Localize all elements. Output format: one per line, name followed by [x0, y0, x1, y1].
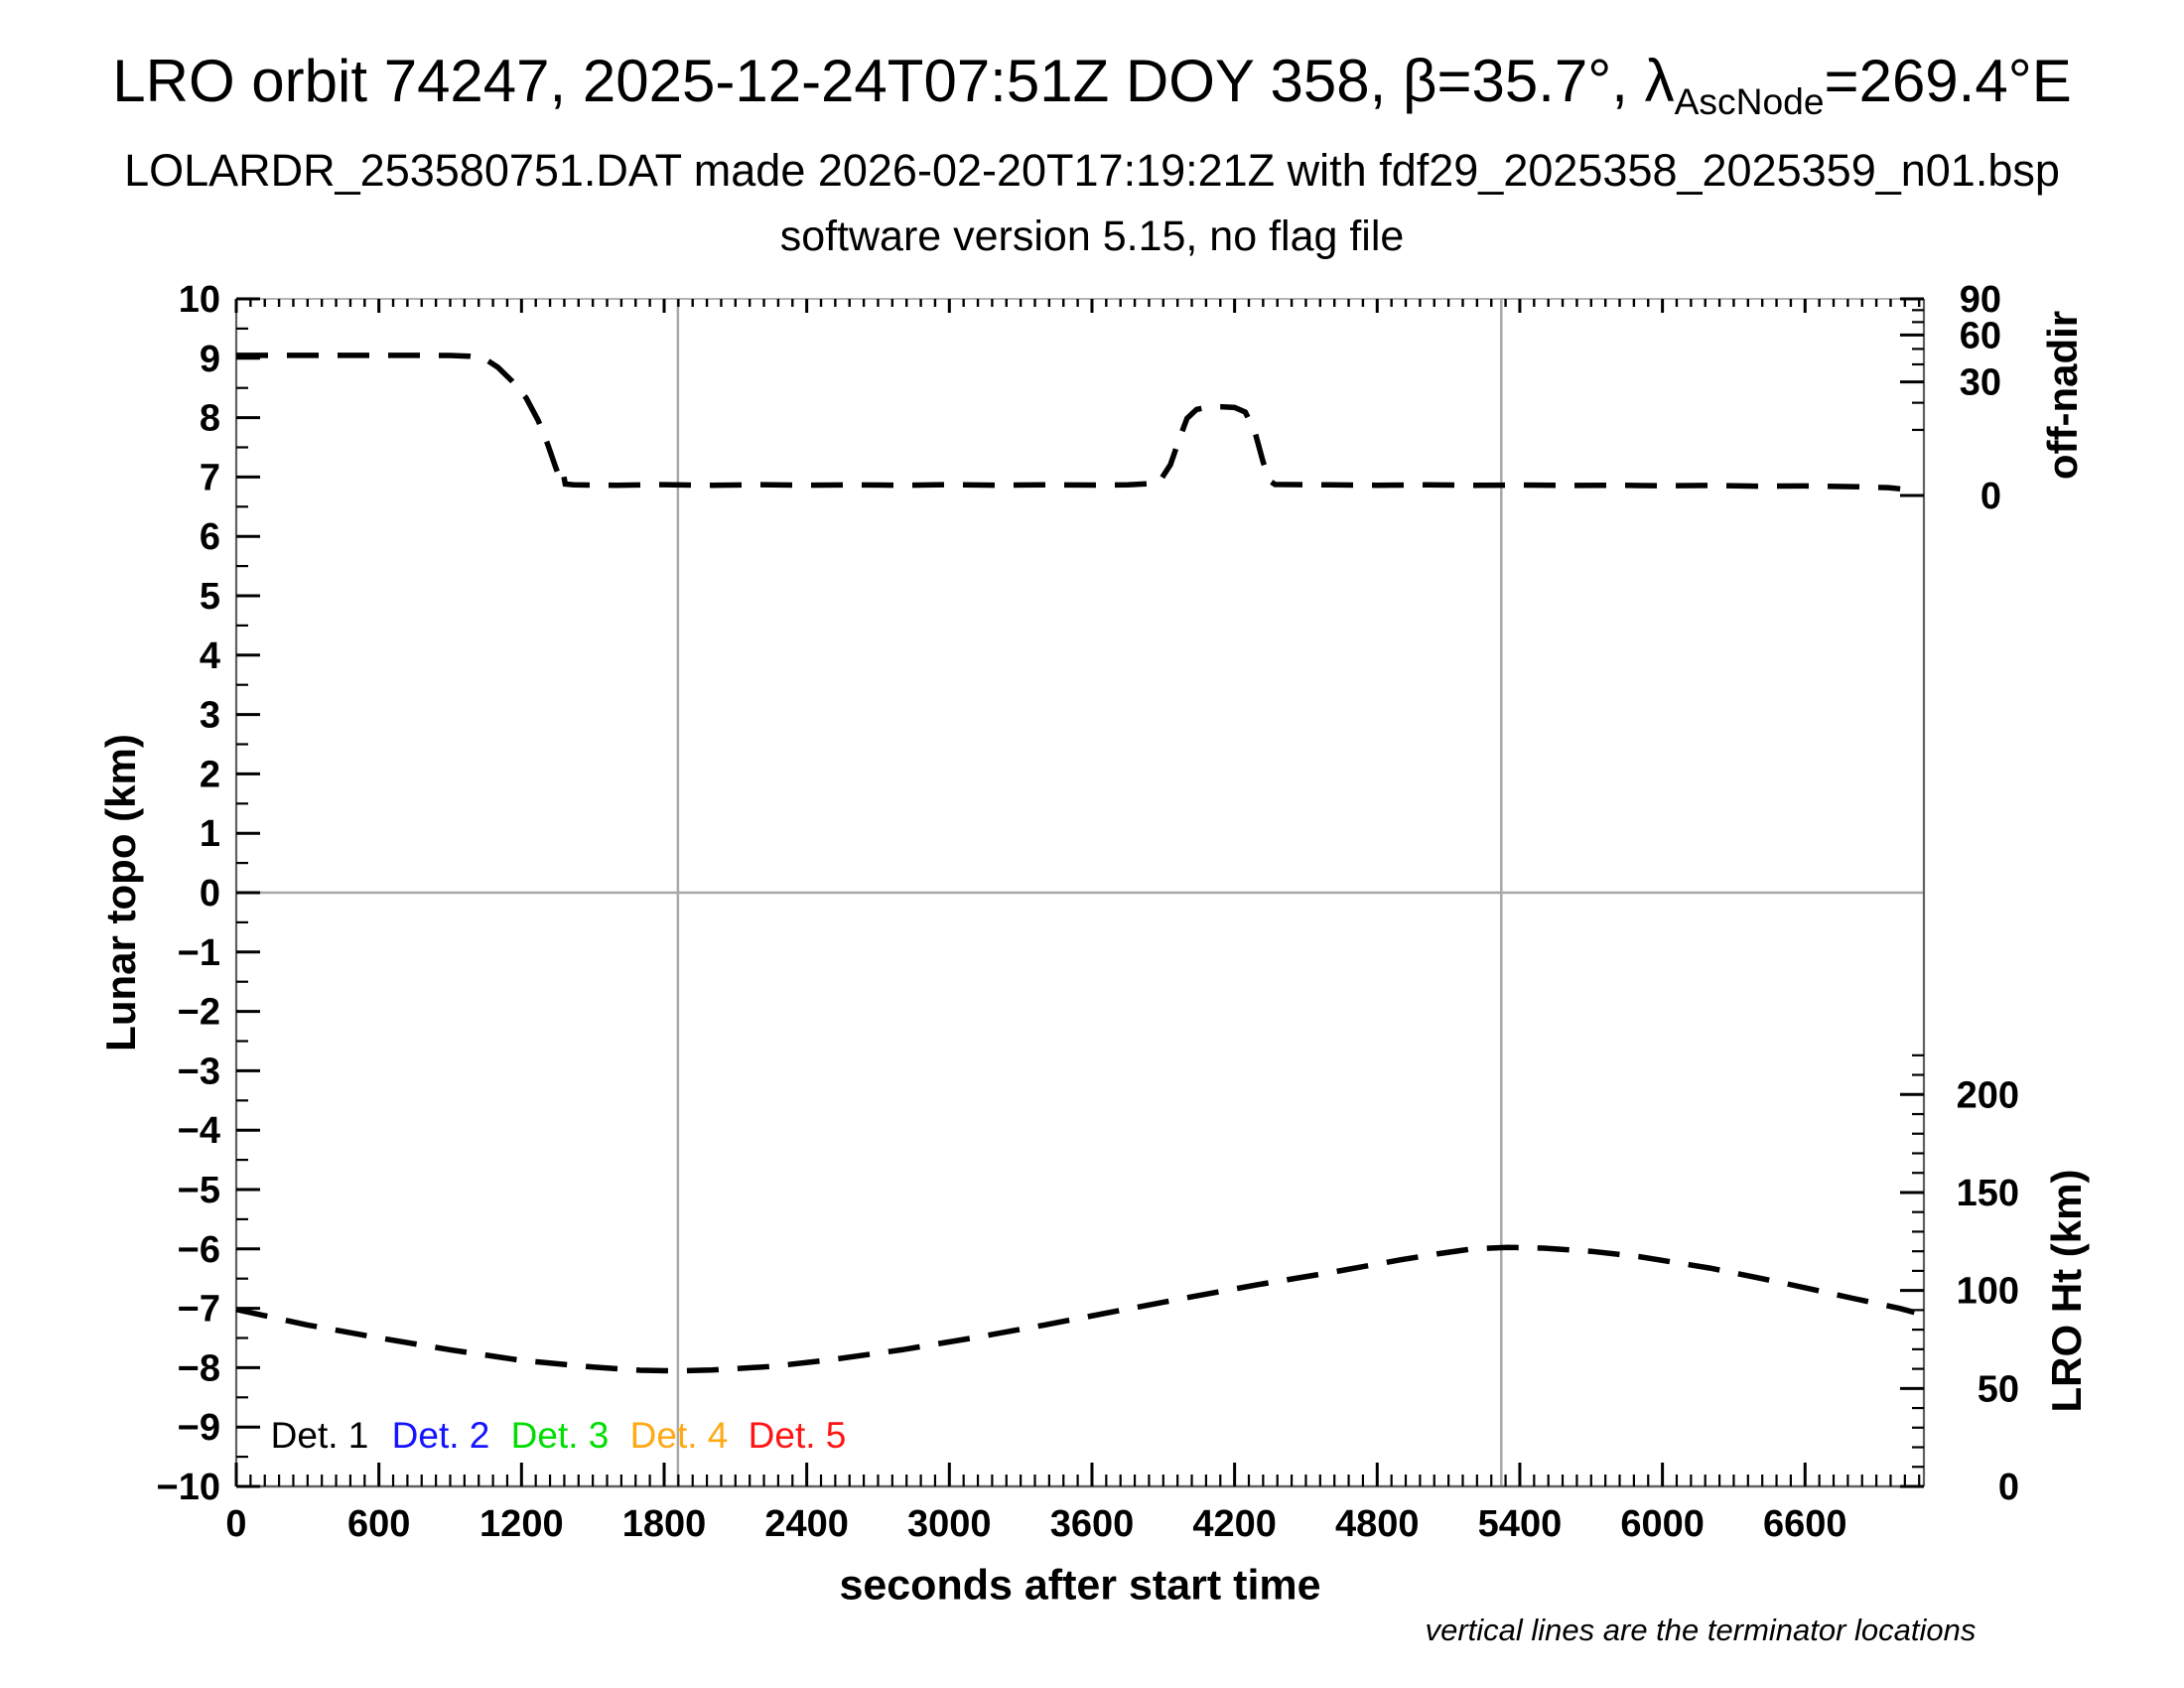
topo-tick-label: 10	[179, 279, 220, 321]
legend-item-det-2: Det. 2	[391, 1415, 490, 1456]
topo-tick-label: −2	[178, 992, 220, 1034]
x-tick-label: 3000	[907, 1503, 992, 1545]
topo-tick-label: −1	[178, 932, 220, 974]
topo-tick-label: 9	[200, 339, 220, 380]
topo-tick-label: 8	[200, 398, 220, 440]
x-tick-label: 6000	[1620, 1503, 1705, 1545]
topo-tick-label: 4	[200, 635, 220, 677]
offnadir-tick-label: 30	[1960, 362, 2001, 404]
lroht-tick-label: 100	[1957, 1271, 2019, 1313]
offnadir-tick-label: 0	[1980, 476, 2001, 517]
lroht-tick-label: 150	[1957, 1173, 2019, 1214]
left-axis-title: Lunar topo (km)	[97, 734, 144, 1052]
x-tick-label: 0	[225, 1503, 246, 1545]
plot-subtitle-version: software version 5.15, no flag file	[779, 212, 1405, 260]
topo-tick-label: −6	[178, 1229, 220, 1271]
plot-title-lambda-subscript: AscNode	[1674, 80, 1825, 122]
x-tick-label: 4200	[1192, 1503, 1277, 1545]
topo-tick-label: −4	[178, 1110, 220, 1152]
topo-tick-label: −3	[178, 1051, 220, 1092]
plot-subtitle-file: LOLARDR_253580751.DAT made 2026-02-20T17…	[124, 145, 2060, 196]
x-tick-label: 3600	[1050, 1503, 1135, 1545]
x-tick-label: 1200	[479, 1503, 564, 1545]
topo-tick-label: 7	[200, 457, 220, 498]
legend-item-det-1: Det. 1	[270, 1415, 369, 1456]
lroht-tick-label: 50	[1978, 1368, 2019, 1410]
x-tick-label: 6600	[1763, 1503, 1847, 1545]
terminator-note: vertical lines are the terminator locati…	[1425, 1613, 1977, 1647]
right-top-axis-title: off-nadir	[2039, 310, 2086, 481]
topo-tick-label: −5	[178, 1170, 220, 1211]
topo-tick-label: −7	[178, 1289, 220, 1331]
topo-tick-label: 6	[200, 516, 220, 558]
topo-tick-label: 5	[200, 576, 220, 618]
off-nadir-angle-curve	[236, 352, 1901, 492]
topo-tick-label: −10	[157, 1467, 220, 1508]
legend-item-det-3: Det. 3	[510, 1415, 610, 1456]
topo-tick-label: −9	[178, 1407, 220, 1449]
lro-height-curve	[235, 1244, 1916, 1374]
topo-tick-label: −8	[178, 1347, 220, 1389]
topo-tick-label: 1	[200, 813, 220, 855]
lroht-tick-label: 0	[1998, 1467, 2019, 1508]
plot-title-suffix: =269.4°E	[1824, 48, 2072, 114]
topo-tick-label: 3	[200, 695, 220, 737]
topo-tick-label: 2	[200, 754, 220, 795]
offnadir-tick-label: 90	[1960, 279, 2001, 321]
right-bottom-axis-title: LRO Ht (km)	[2043, 1169, 2090, 1413]
plot-title-prefix: LRO orbit 74247, 2025-12-24T07:51Z DOY 3…	[112, 48, 1675, 114]
offnadir-tick-label: 60	[1960, 315, 2001, 356]
x-tick-label: 4800	[1335, 1503, 1420, 1545]
x-tick-label: 5400	[1478, 1503, 1563, 1545]
x-tick-label: 600	[347, 1503, 410, 1545]
lroht-tick-label: 200	[1957, 1074, 2019, 1116]
topo-tick-label: 0	[200, 873, 220, 914]
x-tick-label: 2400	[764, 1503, 849, 1545]
plot-title: LRO orbit 74247, 2025-12-24T07:51Z DOY 3…	[0, 46, 2184, 137]
legend-item-det-4: Det. 4	[629, 1415, 729, 1456]
x-tick-label: 1800	[622, 1503, 707, 1545]
legend-item-det-5: Det. 5	[748, 1415, 847, 1456]
x-axis-title: seconds after start time	[839, 1561, 1321, 1610]
